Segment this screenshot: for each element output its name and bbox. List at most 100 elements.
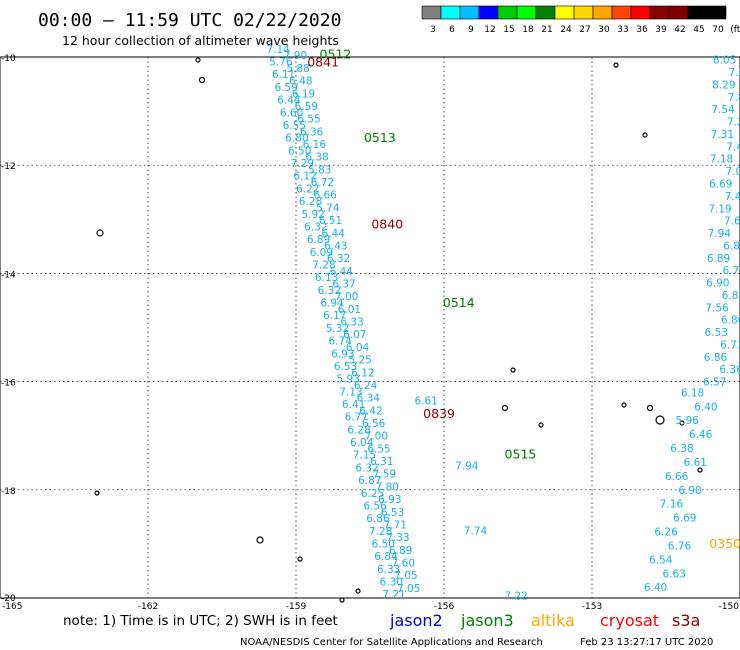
wave-height-value: 6.63 — [662, 568, 685, 580]
legend-swatch — [649, 5, 670, 20]
wave-height-value: 6.69 — [709, 179, 732, 191]
wave-height-value: 8.29 — [712, 79, 735, 91]
pass-time-label: 0512 — [320, 46, 352, 61]
wave-height-value: 6.33 — [340, 317, 363, 329]
wave-height-value: 5.92 — [301, 209, 324, 221]
lat-label: -16 — [1, 379, 16, 389]
legend-label: 45 — [693, 25, 704, 35]
wave-height-value: 6.17 — [323, 310, 346, 322]
legend-label: 21 — [541, 25, 552, 35]
wave-height-value: 6.87 — [358, 475, 381, 487]
wave-height-value: 6.93 — [378, 494, 401, 506]
wave-height-value: 6.24 — [354, 380, 378, 392]
wave-height-value: 7.28 — [369, 526, 392, 538]
lon-label: -165 — [2, 602, 22, 612]
legend-swatch — [554, 5, 575, 20]
wave-height-value: 5.25 — [348, 355, 371, 367]
wave-height-value: 6.13 — [315, 272, 338, 284]
wave-height-value: 6.32 — [304, 221, 327, 233]
wave-height-value: 6.56 — [362, 418, 386, 430]
legend-label: 27 — [579, 25, 590, 35]
island-outline — [256, 536, 264, 544]
wave-height-value: 8.05 — [713, 55, 736, 67]
wave-height-value: 7.33 — [386, 532, 409, 544]
wave-height-value: 7.15 — [353, 450, 376, 462]
legend-swatch — [516, 5, 537, 20]
wave-height-value: 6.07 — [343, 329, 366, 341]
pass-time-label: 0513 — [364, 130, 396, 145]
island-outline — [697, 467, 703, 473]
satellite-name: cryosat — [600, 611, 659, 630]
wave-height-value: 6.72 — [722, 265, 740, 277]
wave-height-value: 6.55 — [367, 443, 390, 455]
wave-height-value: 6.77 — [345, 412, 368, 424]
lon-label: -153 — [582, 602, 602, 612]
wave-height-value: 6.01 — [338, 304, 361, 316]
wave-height-value: 7.01 — [725, 166, 740, 178]
wave-height-value: 6.04 — [350, 437, 374, 449]
footer-timestamp: Feb 23 13:27:17 UTC 2020 — [580, 637, 713, 648]
wave-height-value: 7.16 — [660, 499, 684, 511]
wave-height-value: 7.71 — [384, 519, 407, 531]
legend-label: 12 — [484, 25, 495, 35]
legend-label: 6 — [449, 25, 455, 35]
wave-height-value: 6.38 — [670, 443, 693, 455]
page-subtitle: 12 hour collection of altimeter wave hei… — [62, 33, 339, 48]
island-outline — [510, 367, 516, 373]
island-outline — [96, 229, 104, 237]
wave-height-value: 6.87 — [722, 290, 740, 302]
wave-height-value: 7.21 — [382, 589, 405, 601]
wave-height-value: 7.26 — [727, 117, 740, 129]
page-title: 00:00 – 11:59 UTC 02/22/2020 — [38, 10, 341, 31]
island-outline — [655, 415, 665, 425]
wave-height-value: 6.69 — [673, 513, 696, 525]
wave-height-value: 6.84 — [374, 551, 398, 563]
wave-height-value: 7.47 — [726, 141, 740, 153]
island-outline — [195, 57, 201, 63]
wave-height-value: 6.53 — [381, 507, 404, 519]
pass-time-label: 0514 — [443, 295, 475, 310]
wave-height-value: 6.76 — [668, 540, 692, 552]
wave-height-value: 7.00 — [335, 291, 358, 303]
island-outline — [621, 402, 627, 408]
island-outline — [538, 422, 544, 428]
legend-label: 30 — [598, 25, 610, 35]
pass-time-label: 0841 — [307, 54, 339, 69]
wave-height-value: 6.73 — [720, 339, 740, 351]
wave-height-value: 6.89 — [307, 234, 330, 246]
wave-height-value: 6.54 — [649, 554, 673, 566]
wave-height-value: 7.56 — [705, 302, 729, 314]
lon-label: -159 — [286, 602, 307, 612]
wave-height-value: 7.60 — [724, 216, 740, 228]
wave-height-value: 5.32 — [326, 323, 349, 335]
pass-time-label: 0350 — [709, 536, 740, 551]
wave-height-value: 6.53 — [334, 361, 357, 373]
island-outline — [642, 132, 648, 138]
wave-height-value: 7.48 — [725, 191, 740, 203]
wave-height-value: 7.54 — [711, 104, 735, 116]
wave-height-value: 7.05 — [397, 583, 420, 595]
wave-height-value: 6.61 — [414, 396, 437, 408]
wave-height-value: 6.04 — [346, 342, 370, 354]
satellite-tracks: 7.147.905.765.886.116.486.596.196.446.59… — [266, 44, 740, 602]
wave-height-value: 6.32 — [318, 285, 341, 297]
wave-height-value: 6.44 — [322, 228, 346, 240]
wave-height-value: 6.44 — [277, 95, 301, 107]
wave-height-value: 6.18 — [681, 387, 704, 399]
wave-height-value: 7.05 — [394, 570, 417, 582]
wave-height-value: 6.36 — [300, 126, 324, 138]
wave-height-value: 6.74 — [328, 336, 352, 348]
wave-height-value: 6.66 — [313, 190, 337, 202]
wave-height-value: 6.38 — [305, 152, 328, 164]
legend-label: 39 — [655, 25, 667, 35]
legend-label: 36 — [636, 25, 648, 35]
wave-height-value: 6.31 — [370, 456, 393, 468]
wave-height-value: 6.86 — [366, 513, 390, 525]
wave-height-value: 6.80 — [285, 133, 308, 145]
wave-height-value: 6.34 — [357, 393, 381, 405]
lat-label: -10 — [1, 54, 16, 64]
wave-height-value: 5.76 — [269, 57, 293, 69]
legend-swatch — [687, 5, 708, 20]
